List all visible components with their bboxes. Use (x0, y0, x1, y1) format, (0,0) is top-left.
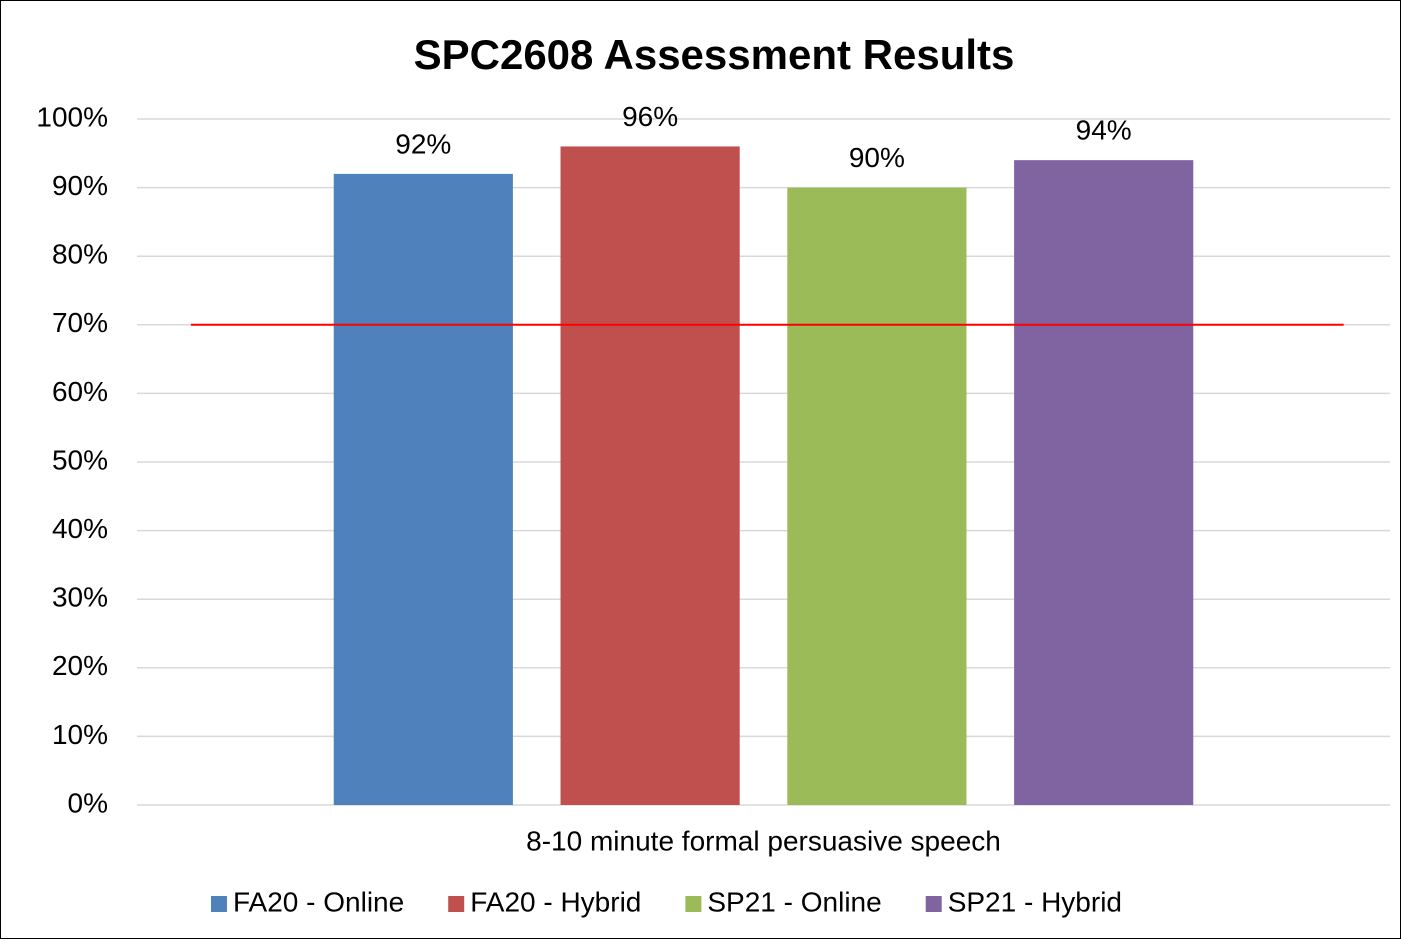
data-label: 90% (849, 142, 905, 173)
legend-swatch (448, 896, 465, 912)
bar (787, 187, 967, 806)
legend-label: SP21 - Online (707, 886, 881, 917)
y-tick-label: 50% (52, 444, 108, 475)
y-tick-label: 60% (52, 376, 108, 407)
y-tick-label: 0% (68, 787, 108, 818)
data-label: 92% (395, 128, 451, 159)
data-label: 96% (622, 101, 678, 132)
y-tick-label: 90% (52, 170, 108, 201)
legend-label: SP21 - Hybrid (948, 886, 1122, 917)
bar (1014, 160, 1194, 805)
x-tick-label: 8-10 minute formal persuasive speech (526, 825, 1001, 856)
y-tick-label: 20% (52, 650, 108, 681)
legend-swatch (211, 896, 227, 912)
y-tick-label: 40% (52, 513, 108, 544)
chart-title: SPC2608 Assessment Results (414, 31, 1015, 78)
legend-label: FA20 - Hybrid (470, 886, 641, 917)
y-tick-label: 10% (52, 719, 108, 750)
y-tick-label: 100% (36, 101, 108, 132)
y-tick-label: 80% (52, 239, 108, 270)
bar (333, 173, 513, 805)
y-tick-label: 70% (52, 307, 108, 338)
bar (560, 146, 740, 805)
legend-label: FA20 - Online (233, 886, 404, 917)
legend-swatch (685, 896, 702, 912)
legend-swatch (925, 896, 942, 912)
data-label: 94% (1076, 115, 1132, 146)
y-tick-label: 30% (52, 582, 108, 613)
